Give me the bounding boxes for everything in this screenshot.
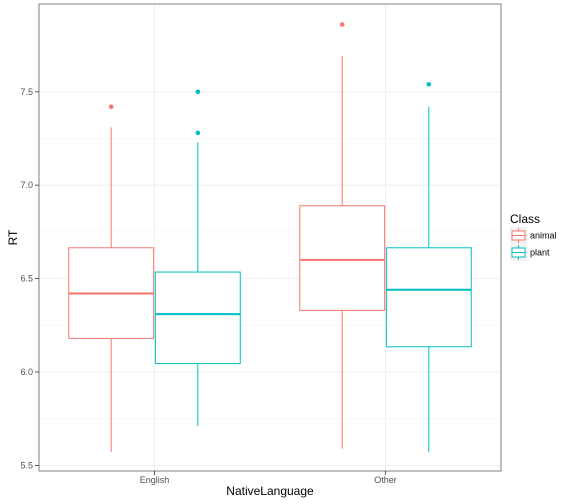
box-layer	[68, 22, 472, 453]
panel-border	[38, 3, 502, 472]
grid-layer	[39, 4, 501, 471]
outlier-point	[108, 104, 114, 110]
legend-title: Class	[510, 212, 540, 226]
y-axis-title: RT	[6, 229, 20, 245]
legend-label-animal: animal	[530, 231, 557, 241]
box-iqr	[154, 271, 241, 365]
box-iqr	[299, 205, 386, 311]
outlier-point	[195, 89, 201, 95]
y-tick-label: 6.5	[20, 274, 33, 284]
outlier-point	[195, 130, 201, 136]
y-tick-label: 5.5	[20, 460, 33, 470]
x-tick-label: English	[140, 475, 170, 485]
legend-key-animal: animal	[510, 227, 557, 244]
box-animal-english	[68, 104, 155, 453]
outlier-point	[426, 82, 432, 87]
legend: Class animal plant	[510, 212, 557, 261]
box-plant-other	[385, 82, 472, 453]
box-animal-other	[299, 22, 386, 449]
axis-layer: 5.5 6.0 6.5 7.0 7.5 English Other	[20, 87, 396, 485]
outlier-point	[339, 22, 345, 27]
y-tick-label: 6.0	[20, 367, 33, 377]
y-tick-label: 7.0	[20, 180, 33, 190]
box-plant-english	[154, 89, 241, 427]
y-tick-label: 7.5	[20, 87, 33, 97]
x-axis-title: NativeLanguage	[226, 484, 314, 498]
legend-label-plant: plant	[530, 248, 550, 258]
legend-key-plant: plant	[510, 244, 550, 261]
box-iqr	[385, 247, 472, 348]
x-tick-label: Other	[374, 475, 397, 485]
